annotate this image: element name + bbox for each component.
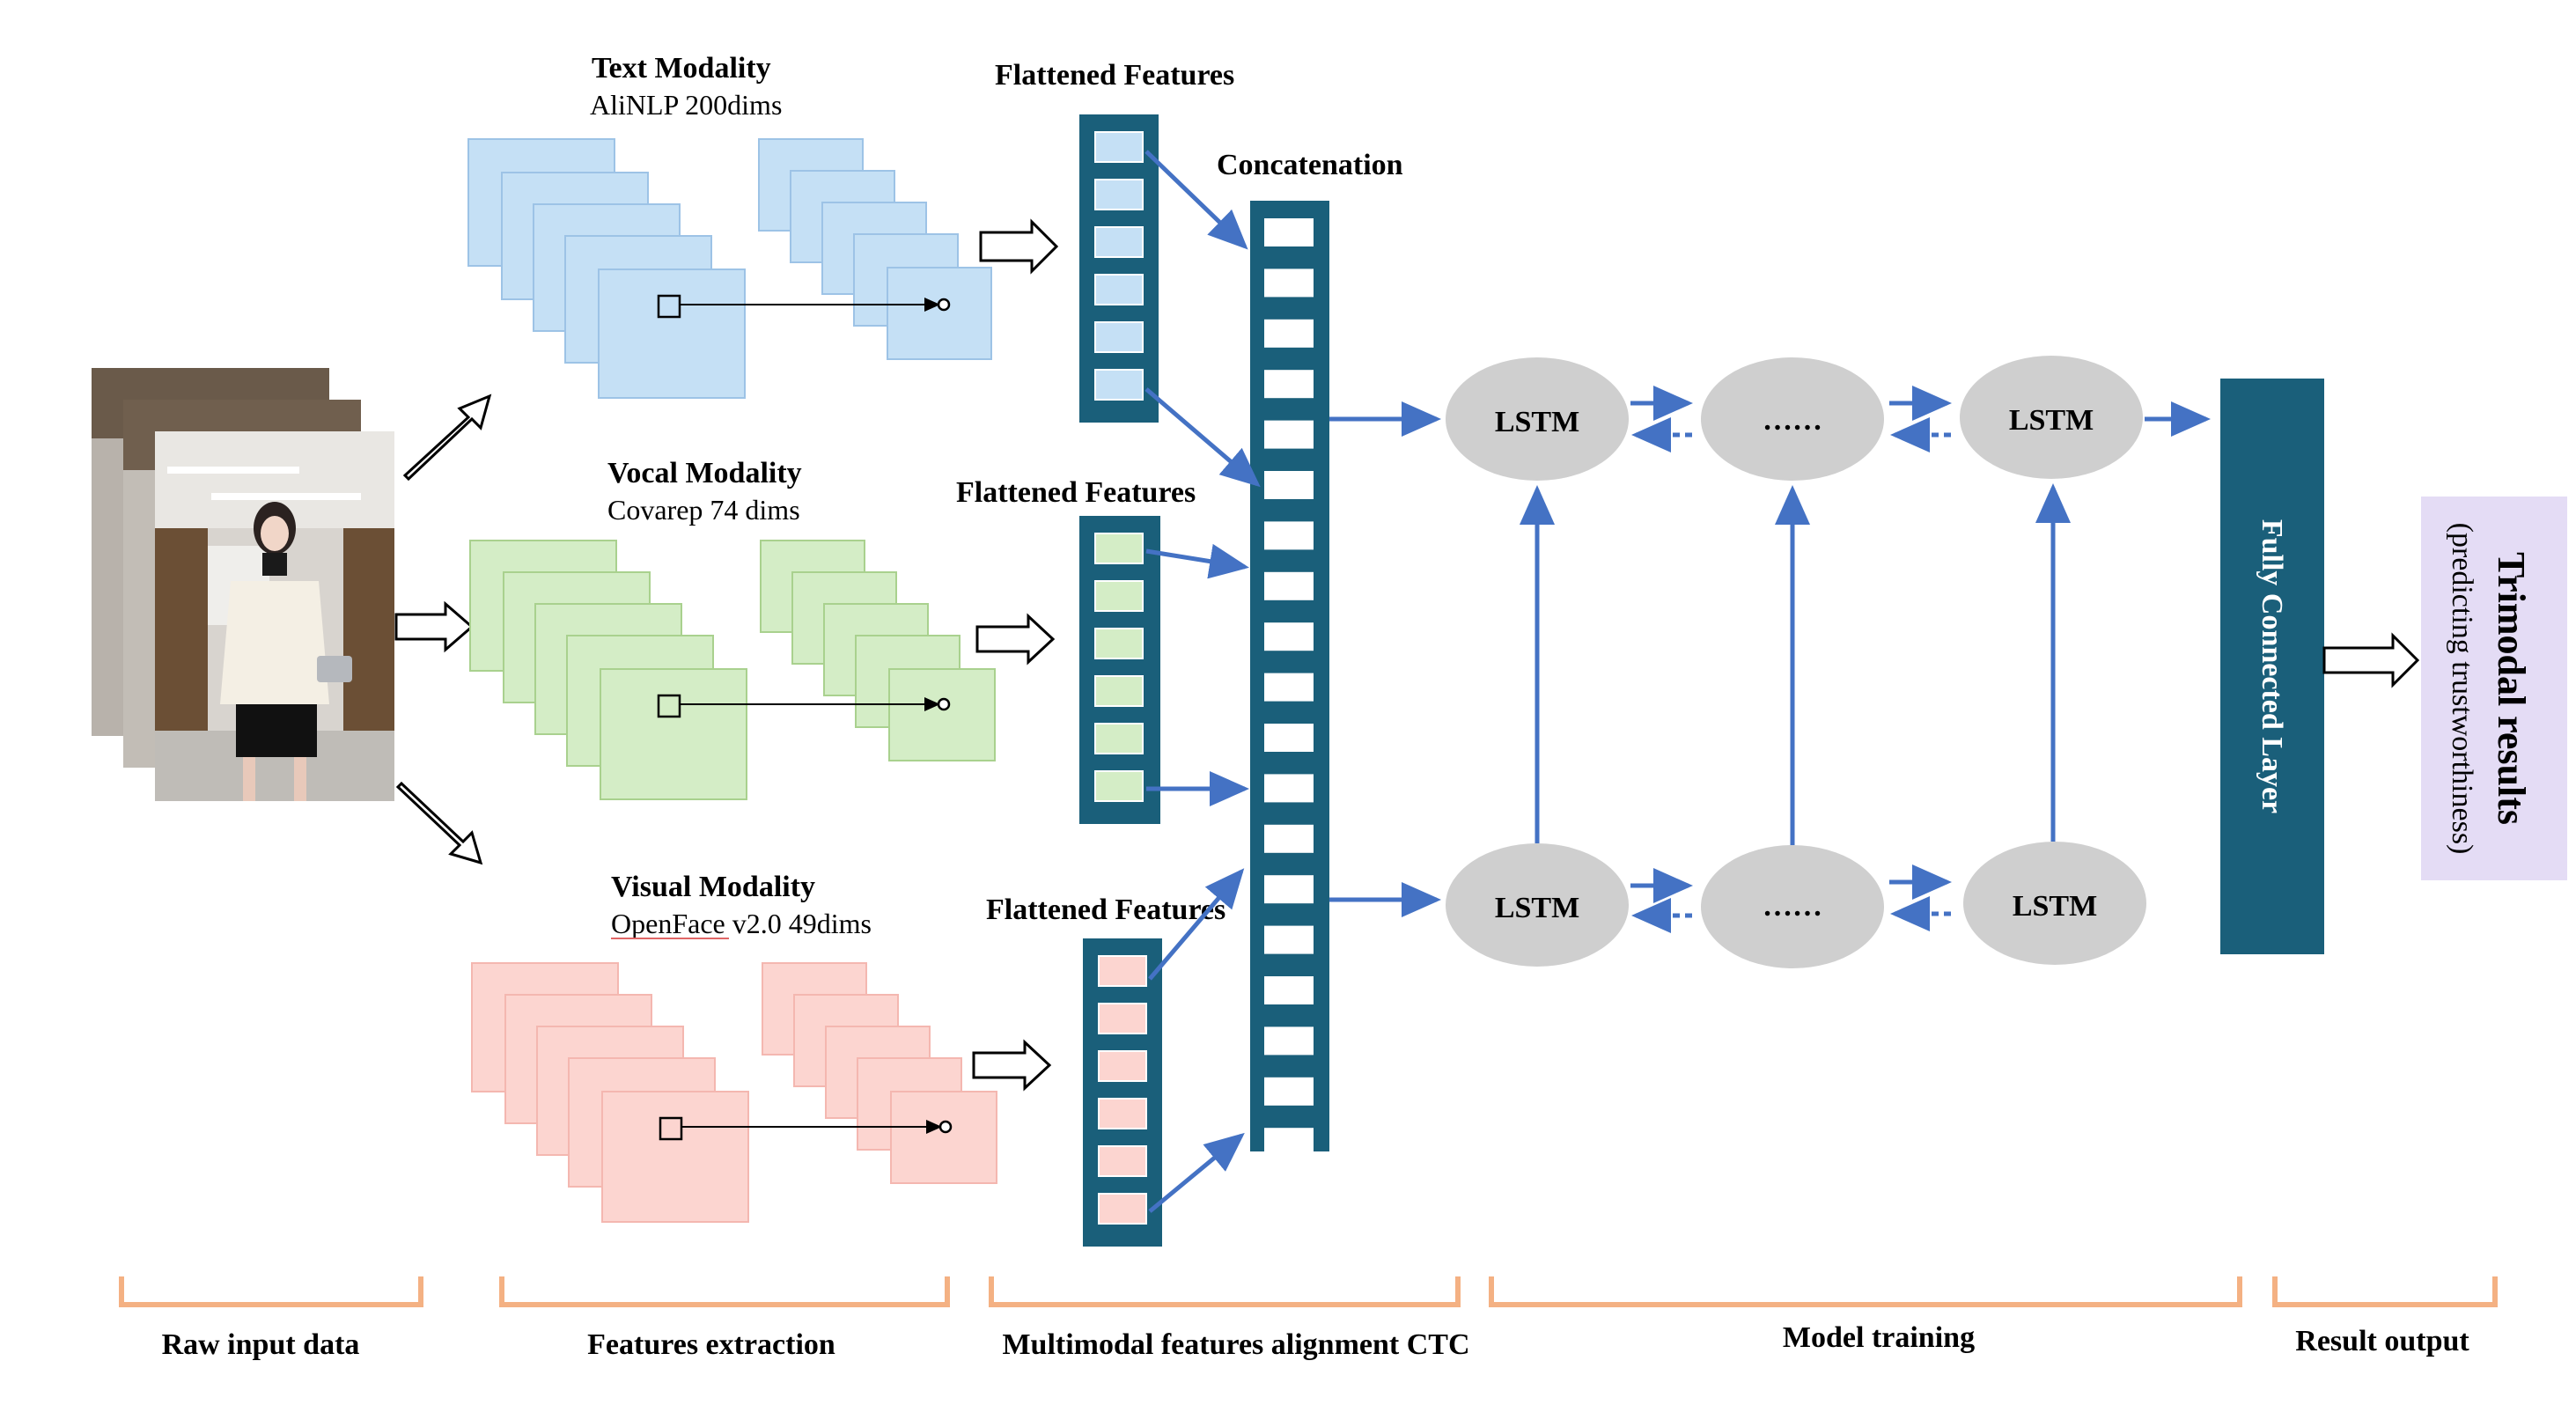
concat-cell <box>1264 218 1314 246</box>
concat-cell <box>1264 370 1314 399</box>
concat-cell <box>1264 1128 1314 1157</box>
concat-cell <box>1264 976 1314 1004</box>
text-feature-maps-large <box>467 138 746 399</box>
stage-brackets <box>119 1276 2498 1307</box>
hollow-arrow-icon <box>979 218 1059 275</box>
stage-raw-input: Raw input data <box>162 1328 360 1361</box>
flatten-to-concat-arrows <box>1144 150 1261 1213</box>
lstm-connection-arrows <box>1329 386 2211 933</box>
photo-frame-front <box>155 431 394 801</box>
concat-cell <box>1264 1077 1314 1106</box>
hollow-arrow-icon <box>972 1039 1052 1092</box>
concat-cells <box>1264 218 1314 1157</box>
concat-cell <box>1264 824 1314 853</box>
result-box: Trimodal results (predicting trustworthi… <box>2421 497 2567 880</box>
result-title: Trimodal results <box>2490 552 2533 825</box>
stage-multimodal-alignment: Multimodal features alignment CTC <box>1002 1328 1469 1361</box>
kernel-square-icon <box>657 294 681 319</box>
visual-modality-title: Visual Modality <box>611 871 815 903</box>
flattened-features-text-label: Flattened Features <box>995 59 1234 92</box>
result-subtitle: (predicting trustworthiness) <box>2446 523 2478 855</box>
text-feature-maps-small <box>758 138 992 360</box>
stage-model-training: Model training <box>1783 1321 1975 1354</box>
concat-cell <box>1264 471 1314 499</box>
concat-cell <box>1264 319 1314 348</box>
concat-cell <box>1264 268 1314 298</box>
flattened-column-text <box>1079 114 1159 423</box>
flattened-features-vocal-label: Flattened Features <box>956 476 1196 509</box>
vocal-modality-subtitle: Covarep 74 dims <box>607 494 800 526</box>
hollow-arrow-to-text <box>402 394 492 482</box>
concat-cell <box>1264 1026 1314 1056</box>
concat-cell <box>1264 420 1314 449</box>
hollow-arrow-to-vocal <box>394 600 475 653</box>
hollow-arrow-to-result <box>2322 632 2420 688</box>
concat-cell <box>1264 673 1314 702</box>
text-modality-title: Text Modality <box>592 52 771 85</box>
lstm-top-1-label: LSTM <box>1495 406 1579 438</box>
vocal-modality-title: Vocal Modality <box>607 457 802 489</box>
lstm-bottom-1-label: LSTM <box>1495 892 1579 924</box>
concatenation-column <box>1250 201 1329 1157</box>
concat-cell <box>1264 774 1314 803</box>
concat-cell <box>1264 875 1314 904</box>
concat-cell <box>1264 622 1314 651</box>
visual-feature-maps-large <box>471 962 749 1223</box>
stage-labels: Raw input data Features extraction Multi… <box>162 1321 2470 1361</box>
vocal-feature-maps-small <box>760 540 996 761</box>
text-modality-subtitle: AliNLP 200dims <box>590 89 782 121</box>
text-modality-block: Text Modality AliNLP 200dims <box>467 52 1059 399</box>
concat-cell <box>1264 521 1314 550</box>
vocal-feature-maps-large <box>469 540 747 800</box>
kernel-square-icon <box>657 694 681 718</box>
lstm-top-row: LSTM …… LSTM <box>1446 356 2143 481</box>
fully-connected-label: Fully Connected Layer <box>2256 519 2288 813</box>
lstm-bottom-row: LSTM …… LSTM <box>1446 842 2146 968</box>
raw-input-photo-stack <box>92 368 394 801</box>
concat-cell <box>1264 925 1314 954</box>
flattened-column-vocal <box>1079 516 1160 824</box>
concat-cell <box>1264 724 1314 752</box>
lstm-top-2-label: …… <box>1763 404 1822 437</box>
visual-feature-maps-small <box>762 962 997 1184</box>
stage-result-output: Result output <box>2295 1325 2469 1357</box>
vocal-modality-block: Vocal Modality Covarep 74 dims <box>469 457 1056 800</box>
stage-features-extraction: Features extraction <box>587 1328 835 1361</box>
hollow-arrow-to-visual <box>395 781 483 865</box>
fully-connected-layer: Fully Connected Layer <box>2220 379 2324 954</box>
concat-cell <box>1264 571 1314 600</box>
kernel-square-icon <box>659 1116 683 1141</box>
visual-modality-block: Visual Modality OpenFace v2.0 49dims <box>471 871 1052 1223</box>
visual-modality-subtitle: OpenFace v2.0 49dims <box>611 908 872 939</box>
flattened-features-visual-label: Flattened Features <box>986 894 1225 926</box>
concatenation-label: Concatenation <box>1217 149 1403 181</box>
flattened-column-visual <box>1083 938 1162 1247</box>
hollow-arrow-icon <box>975 613 1056 666</box>
person-figure-icon <box>220 502 352 801</box>
lstm-top-3-label: LSTM <box>2009 404 2094 437</box>
lstm-bottom-2-label: …… <box>1763 890 1822 923</box>
lstm-bottom-3-label: LSTM <box>2013 890 2097 923</box>
